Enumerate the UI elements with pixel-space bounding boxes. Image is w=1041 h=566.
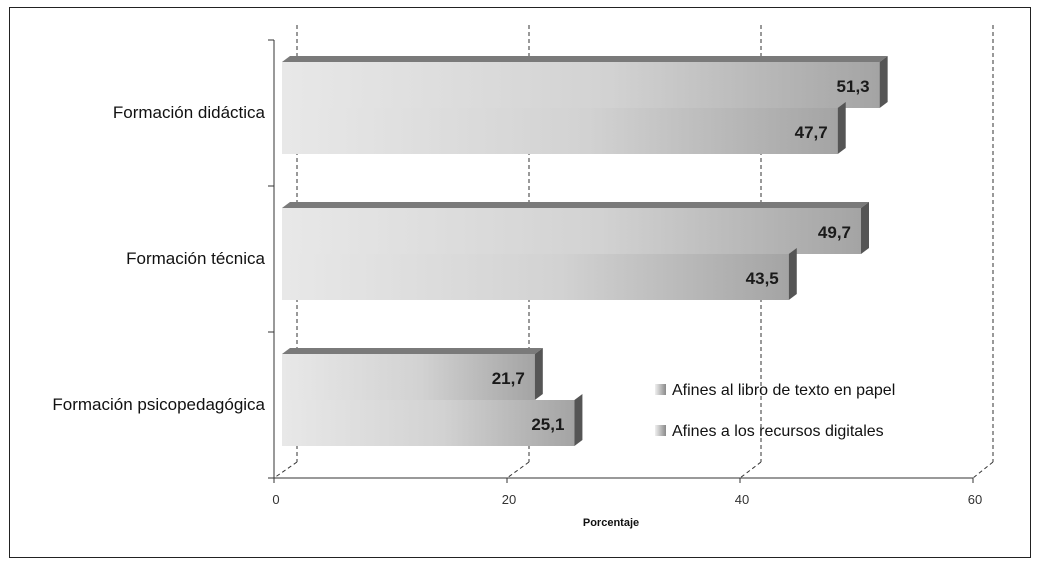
category-label: Formación técnica: [126, 249, 265, 268]
bar-front-face: [282, 62, 880, 108]
legend-swatch: [655, 425, 666, 436]
bar-top-face: [282, 202, 870, 208]
bar-side-face: [788, 248, 797, 300]
bar-value-label: 49,7: [818, 223, 851, 242]
bar: [282, 102, 846, 154]
bar-value-label: 43,5: [746, 269, 779, 288]
label-layer: Formación didáctica Formación técnica Form…: [52, 77, 869, 434]
bar-side-face: [879, 56, 888, 108]
x-tick-label: 0: [272, 492, 279, 507]
x-tick-label: 60: [968, 492, 982, 507]
category-label: Formación psicopedagógica: [52, 395, 265, 414]
legend-item: Afines al libro de texto en papel: [655, 382, 895, 399]
bar-side-face: [534, 348, 543, 400]
floor-gridline: [739, 461, 762, 479]
bar: [282, 394, 583, 446]
axis-layer: 0 20 40 60 Porcentaje: [268, 39, 982, 529]
legend-label: Afines al libro de texto en papel: [672, 382, 895, 399]
x-axis-title: Porcentaje: [583, 517, 639, 529]
bar: [282, 248, 797, 300]
bar-side-face: [837, 102, 846, 154]
floor-gridline: [273, 461, 298, 479]
bar-front-face: [282, 108, 838, 154]
bar-side-face: [861, 202, 870, 254]
bar-value-label: 25,1: [531, 415, 564, 434]
legend-layer: Afines al libro de texto en papel Afines …: [655, 382, 895, 440]
bar-value-label: 21,7: [492, 369, 525, 388]
bar: [282, 348, 543, 400]
bar-value-label: 51,3: [837, 77, 870, 96]
x-tick-label: 20: [502, 492, 516, 507]
category-label: Formación didáctica: [113, 103, 266, 122]
bar-front-face: [282, 400, 575, 446]
bar-side-face: [574, 394, 583, 446]
x-tick-label: 40: [735, 492, 749, 507]
floor-gridline: [506, 461, 530, 479]
bar-front-face: [282, 254, 789, 300]
bar-top-face: [282, 348, 543, 354]
bar: [282, 56, 888, 108]
legend-item: Afines a los recursos digitales: [655, 423, 884, 440]
legend-label: Afines a los recursos digitales: [672, 423, 884, 440]
bar-layer: [282, 56, 888, 446]
bar-top-face: [282, 56, 888, 62]
bar-value-label: 47,7: [795, 123, 828, 142]
legend-swatch: [655, 384, 666, 395]
bar-front-face: [282, 354, 535, 400]
floor-gridline: [972, 461, 994, 479]
bar-front-face: [282, 208, 862, 254]
bar: [282, 202, 870, 254]
